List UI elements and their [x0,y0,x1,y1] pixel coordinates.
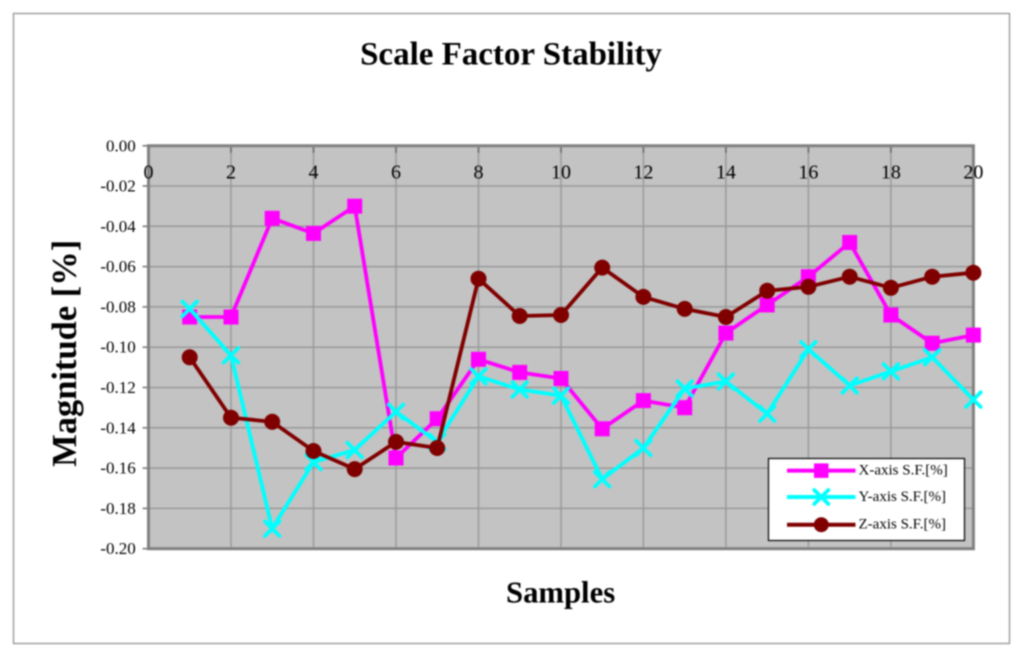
svg-text:-0.08: -0.08 [100,297,135,316]
svg-text:X-axis S.F.[%]: X-axis S.F.[%] [859,463,948,479]
svg-text:Samples: Samples [506,576,615,610]
svg-text:6: 6 [391,161,401,183]
svg-text:4: 4 [309,161,319,183]
svg-text:0: 0 [144,161,154,183]
svg-text:20: 20 [963,161,983,183]
svg-text:10: 10 [551,161,571,183]
svg-text:16: 16 [798,161,818,183]
svg-text:12: 12 [633,161,653,183]
svg-text:-0.04: -0.04 [100,217,136,236]
svg-text:-0.02: -0.02 [100,177,135,196]
svg-text:-0.06: -0.06 [100,257,135,276]
svg-text:Y-axis S.F.[%]: Y-axis S.F.[%] [859,489,947,505]
svg-text:14: 14 [716,161,736,183]
svg-text:-0.14: -0.14 [100,418,136,437]
svg-text:18: 18 [881,161,901,183]
svg-text:8: 8 [474,161,484,183]
svg-text:-0.16: -0.16 [100,459,135,478]
svg-text:-0.12: -0.12 [100,378,135,397]
svg-text:0.00: 0.00 [106,136,136,155]
svg-text:-0.20: -0.20 [100,539,135,558]
svg-text:2: 2 [226,161,236,183]
svg-text:Scale Factor Stability: Scale Factor Stability [360,36,662,72]
svg-text:Magnitude [%]: Magnitude [%] [46,240,84,467]
svg-text:-0.18: -0.18 [100,499,135,518]
svg-text:Z-axis S.F.[%]: Z-axis S.F.[%] [859,517,947,533]
svg-text:-0.10: -0.10 [100,338,135,357]
